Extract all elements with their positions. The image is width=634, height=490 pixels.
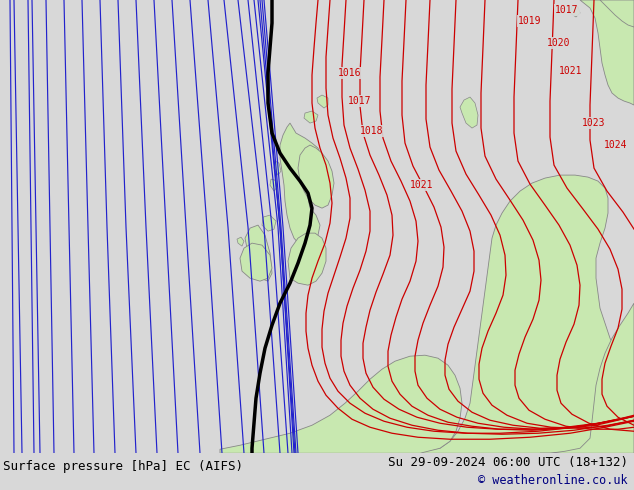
Polygon shape	[570, 6, 580, 17]
Polygon shape	[460, 97, 478, 128]
Polygon shape	[540, 303, 634, 453]
Text: 1020: 1020	[547, 38, 571, 48]
Polygon shape	[240, 243, 272, 281]
Polygon shape	[237, 237, 244, 246]
Polygon shape	[270, 179, 277, 191]
Polygon shape	[262, 215, 276, 231]
Polygon shape	[304, 111, 318, 123]
Text: © weatheronline.co.uk: © weatheronline.co.uk	[478, 474, 628, 488]
Polygon shape	[298, 145, 334, 208]
Text: 1023: 1023	[582, 118, 605, 128]
Text: 1018: 1018	[360, 126, 384, 136]
Text: 1021: 1021	[410, 180, 434, 190]
Polygon shape	[280, 123, 322, 248]
Text: 1024: 1024	[604, 140, 628, 150]
Text: Surface pressure [hPa] EC (AIFS): Surface pressure [hPa] EC (AIFS)	[3, 460, 243, 473]
Polygon shape	[288, 233, 326, 285]
Text: 1016: 1016	[338, 68, 361, 78]
Text: 1017: 1017	[348, 96, 372, 106]
Text: 1017: 1017	[555, 5, 578, 15]
Text: Su 29-09-2024 06:00 UTC (18+132): Su 29-09-2024 06:00 UTC (18+132)	[387, 456, 628, 469]
Polygon shape	[400, 175, 634, 453]
Polygon shape	[220, 355, 462, 453]
Polygon shape	[245, 225, 272, 281]
Text: 1019: 1019	[518, 16, 541, 26]
Polygon shape	[317, 95, 328, 108]
Text: 1021: 1021	[559, 66, 583, 76]
Polygon shape	[274, 161, 281, 175]
Polygon shape	[580, 0, 634, 105]
Polygon shape	[600, 0, 634, 27]
